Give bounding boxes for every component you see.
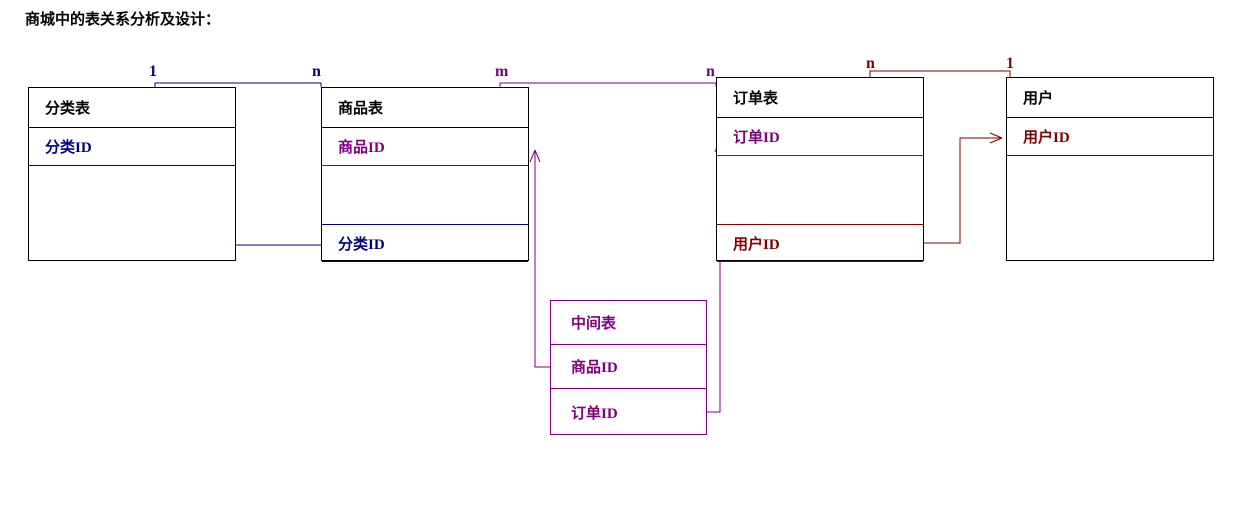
entity-user: 用户用户ID — [1006, 77, 1214, 261]
cardinality-label-3: n — [706, 63, 715, 81]
entity-order: 订单表订单ID 用户ID — [716, 77, 924, 261]
edge-order-to-user — [924, 138, 1002, 243]
entity-order-title: 订单表 — [717, 78, 923, 118]
entity-category-title: 分类表 — [29, 88, 235, 128]
cardinality-label-0: 1 — [149, 63, 157, 81]
entity-order-field-0: 订单ID — [717, 118, 923, 156]
cardinality-label-1: n — [312, 63, 321, 81]
edge-order-to-user-arrowhead — [990, 133, 1002, 143]
entity-junction-field-1: 订单ID — [551, 389, 706, 435]
entity-product-field-0: 商品ID — [322, 128, 528, 166]
entity-category: 分类表分类ID — [28, 87, 236, 261]
entity-category-field-0: 分类ID — [29, 128, 235, 166]
entity-user-title: 用户 — [1007, 78, 1213, 118]
page-title: 商城中的表关系分析及设计： — [25, 8, 220, 29]
cardinality-label-5: 1 — [1006, 55, 1014, 73]
entity-product-field-1: 分类ID — [322, 224, 528, 262]
entity-product-title: 商品表 — [322, 88, 528, 128]
entity-product: 商品表商品ID 分类ID — [321, 87, 529, 261]
edge-junction-to-product — [535, 150, 550, 367]
edge-product-order-top — [500, 83, 716, 87]
entity-user-field-0: 用户ID — [1007, 118, 1213, 156]
entity-junction-field-0: 商品ID — [551, 345, 706, 389]
entity-junction: 中间表商品ID订单ID — [550, 300, 707, 435]
cardinality-label-4: n — [866, 55, 875, 73]
entity-order-field-1: 用户ID — [717, 224, 923, 262]
edge-junction-to-product-arrowhead — [530, 150, 540, 162]
er-diagram-canvas: 商城中的表关系分析及设计： 分类表分类ID商品表商品ID分类ID订单表订单ID用… — [0, 0, 1238, 518]
cardinality-label-2: m — [495, 63, 508, 81]
entity-junction-title: 中间表 — [551, 301, 706, 345]
